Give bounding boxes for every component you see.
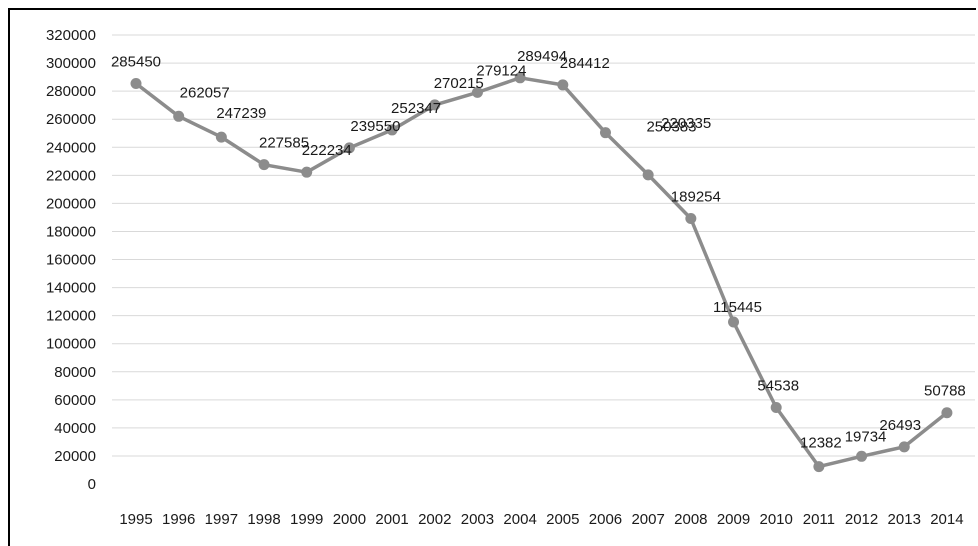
data-point: [685, 212, 697, 224]
data-point: [941, 407, 953, 419]
y-tick-label: 200000: [46, 195, 96, 212]
y-tick-label: 220000: [46, 167, 96, 184]
x-tick-label: 2006: [589, 511, 622, 528]
x-tick-label: 2000: [333, 511, 366, 528]
x-tick-label: 2001: [375, 511, 408, 528]
data-point: [471, 86, 483, 98]
data-label: 285450: [111, 53, 161, 70]
y-tick-label: 120000: [46, 308, 96, 325]
x-tick-label: 2009: [717, 511, 750, 528]
y-tick-label: 180000: [46, 223, 96, 240]
data-label: 262057: [180, 84, 230, 101]
data-label: 189254: [671, 188, 721, 205]
data-label: 19734: [845, 428, 887, 445]
data-label: 12382: [800, 435, 842, 452]
data-label: 239550: [350, 118, 400, 135]
y-tick-label: 280000: [46, 83, 96, 100]
x-tick-label: 2011: [803, 511, 835, 528]
data-label: 50788: [924, 383, 966, 400]
data-label: 247239: [216, 105, 266, 122]
gridlines: [112, 34, 975, 457]
data-point: [770, 401, 782, 413]
data-label: 115445: [713, 299, 762, 316]
y-tick-label: 260000: [46, 111, 96, 128]
data-point: [599, 127, 611, 139]
data-label: 26493: [879, 417, 921, 434]
x-axis-tick-labels: 1995 1996 1997 1998 1999 2000 2001 2002 2003 2004…: [119, 511, 963, 528]
data-label: 289494: [517, 48, 567, 65]
data-point: [514, 72, 526, 84]
x-tick-label: 2004: [503, 511, 536, 528]
x-tick-label: 2014: [930, 511, 963, 528]
data-label: 227585: [259, 135, 309, 152]
x-tick-label: 2002: [418, 511, 451, 528]
data-label: 54538: [757, 377, 799, 394]
x-tick-label: 2005: [546, 511, 579, 528]
data-point: [557, 79, 569, 91]
y-tick-label: 0: [88, 476, 96, 493]
x-tick-label: 2007: [631, 511, 664, 528]
data-label: 284412: [560, 55, 610, 72]
x-tick-label: 2010: [760, 511, 793, 528]
data-point: [386, 124, 398, 136]
data-point: [343, 142, 355, 154]
data-point: [173, 110, 185, 122]
data-point: [429, 99, 441, 111]
y-tick-label: 300000: [46, 55, 96, 72]
data-label: 252347: [391, 100, 441, 117]
series-line: [134, 76, 948, 469]
data-label: 270215: [434, 75, 484, 92]
data-point: [642, 169, 654, 181]
data-point: [215, 131, 227, 143]
x-tick-label: 2008: [674, 511, 707, 528]
x-tick-label: 1996: [162, 511, 195, 528]
x-tick-label: 1995: [119, 511, 152, 528]
data-point: [856, 450, 868, 462]
data-point: [258, 159, 270, 171]
y-tick-label: 100000: [46, 336, 96, 353]
x-tick-label: 1999: [290, 511, 323, 528]
y-tick-label: 140000: [46, 280, 96, 297]
x-tick-label: 1998: [247, 511, 280, 528]
y-tick-label: 60000: [54, 392, 96, 409]
data-label: 250383: [646, 119, 696, 136]
series-group: [130, 72, 953, 473]
data-label: 220335: [661, 115, 711, 132]
data-label: 279124: [476, 62, 526, 79]
y-tick-label: 320000: [46, 27, 96, 44]
data-point: [301, 166, 313, 178]
x-tick-label: 2003: [461, 511, 494, 528]
data-point: [130, 77, 142, 89]
y-tick-label: 160000: [46, 252, 96, 269]
y-tick-label: 240000: [46, 139, 96, 156]
data-point: [898, 441, 910, 453]
y-tick-label: 80000: [54, 364, 96, 381]
x-tick-label: 2012: [845, 511, 878, 528]
data-label: 222234: [302, 142, 352, 159]
data-point: [728, 316, 740, 328]
x-tick-label: 1997: [205, 511, 238, 528]
x-tick-label: 2013: [888, 511, 921, 528]
chart-frame: [8, 8, 976, 546]
y-tick-label: 40000: [54, 420, 96, 437]
y-axis-tick-labels: 0 20000 40000 60000 80000 100000 120000 140000 1…: [46, 27, 96, 493]
y-tick-label: 20000: [54, 448, 96, 465]
data-point: [813, 461, 825, 473]
